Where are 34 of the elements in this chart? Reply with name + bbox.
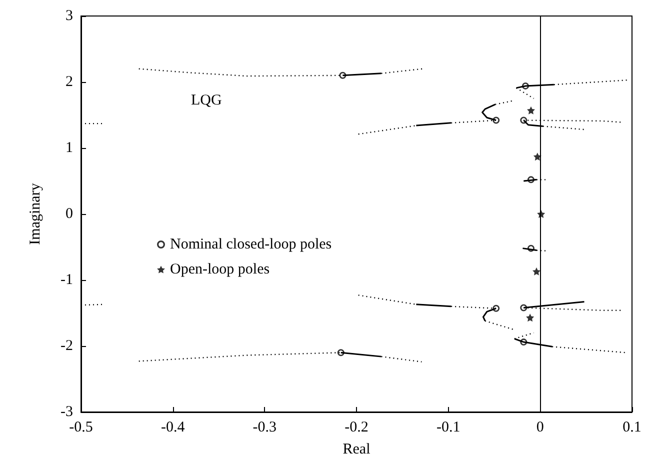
x-axis-title: Real bbox=[342, 442, 370, 458]
point bbox=[492, 116, 500, 124]
x-tick-label: -0.1 bbox=[436, 420, 460, 436]
point bbox=[337, 349, 344, 356]
x-tick-label: -0.5 bbox=[69, 420, 93, 436]
point bbox=[526, 106, 535, 114]
point bbox=[533, 152, 542, 161]
point bbox=[532, 267, 540, 276]
x-tick-label: 0.1 bbox=[622, 420, 642, 436]
y-tick-label: 3 bbox=[66, 8, 73, 24]
legend-label: Nominal closed-loop poles bbox=[170, 236, 332, 252]
legend-label: Open-loop poles bbox=[170, 262, 270, 278]
point bbox=[520, 116, 528, 124]
x-tick-label: 0 bbox=[536, 420, 544, 436]
x-tick-label: -0.2 bbox=[344, 420, 368, 436]
point bbox=[522, 82, 529, 90]
y-tick-label: -2 bbox=[60, 338, 73, 354]
point bbox=[526, 314, 534, 322]
point bbox=[527, 176, 534, 184]
point bbox=[492, 304, 500, 312]
point bbox=[339, 72, 346, 79]
x-tick-label: -0.3 bbox=[252, 420, 277, 436]
point bbox=[520, 338, 528, 346]
y-tick-label: -1 bbox=[60, 272, 73, 288]
point bbox=[537, 210, 546, 218]
point bbox=[520, 304, 528, 312]
y-tick-label: -3 bbox=[60, 404, 73, 420]
y-axis-title: Imaginary bbox=[28, 182, 44, 245]
point bbox=[527, 244, 534, 252]
y-tick-label: 1 bbox=[66, 140, 73, 156]
y-tick-label: 2 bbox=[66, 74, 73, 90]
annotation: LQG bbox=[191, 92, 222, 108]
y-tick-label: 0 bbox=[66, 206, 73, 222]
x-tick-label: -0.4 bbox=[160, 420, 186, 436]
